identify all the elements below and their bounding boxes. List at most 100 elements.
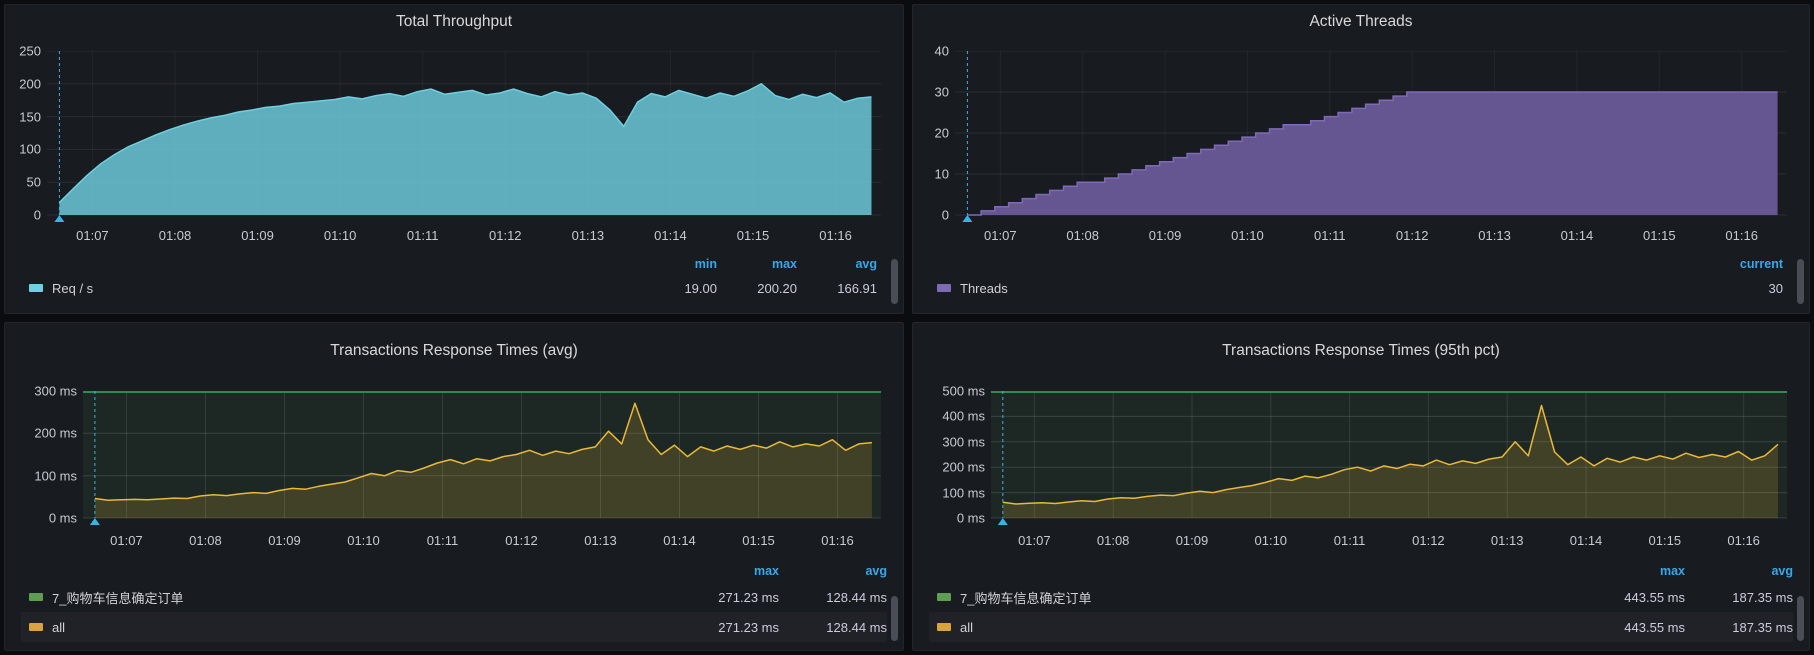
x-tick-label: 01:08 bbox=[158, 228, 192, 243]
x-tick-label: 01:14 bbox=[663, 533, 696, 548]
x-tick-label: 01:12 bbox=[505, 533, 538, 548]
legend-header-row: current bbox=[929, 253, 1783, 275]
legend-row-req-s: Req / s 19.00 200.20 166.91 bbox=[21, 275, 877, 301]
panel-response-times-95th: Transactions Response Times (95th pct) 5… bbox=[912, 322, 1810, 651]
stat-avg-value: 128.44 ms bbox=[826, 619, 887, 635]
legend-series-label: 7_购物车信息确定订单 bbox=[52, 590, 184, 606]
stat-avg-value: 187.35 ms bbox=[1732, 619, 1793, 635]
y-tick-label: 200 ms bbox=[942, 459, 985, 475]
legend-row-threads: Threads 30 bbox=[929, 275, 1783, 301]
legend-scrollbar-thumb[interactable] bbox=[891, 596, 898, 641]
y-tick-label: 300 ms bbox=[34, 383, 77, 399]
x-tick-label: 01:15 bbox=[1648, 533, 1682, 548]
y-tick-label: 0 ms bbox=[48, 510, 77, 526]
panel-title-response-times-avg[interactable]: Transactions Response Times (avg) bbox=[330, 342, 578, 359]
y-tick-label: 0 ms bbox=[956, 510, 985, 526]
panel-title-active-threads[interactable]: Active Threads bbox=[1309, 13, 1413, 30]
legend-series-threads[interactable]: Threads bbox=[929, 281, 1703, 296]
y-tick-label: 20 bbox=[934, 125, 949, 141]
resp-95th-chart-area: 500 ms 400 ms 300 ms 200 ms 100 ms 0 ms bbox=[913, 384, 1809, 526]
legend-header-row: max avg bbox=[929, 560, 1793, 582]
panel-active-threads: Active Threads 40 30 20 10 0 01:07 01:08 01:09… bbox=[912, 4, 1810, 314]
y-tick-label: 500 ms bbox=[942, 383, 985, 399]
panel-total-throughput: Total Throughput 250 200 150 100 50 0 01:07 01… bbox=[4, 4, 904, 314]
chart-svg bbox=[955, 51, 1787, 222]
series-color-dash-icon bbox=[937, 593, 951, 601]
chart-svg bbox=[47, 51, 881, 222]
x-tick-label: 01:08 bbox=[189, 533, 222, 548]
legend-row-transaction: 7_购物车信息确定订单 443.55 ms 187.35 ms bbox=[929, 582, 1793, 612]
x-tick-label: 01:16 bbox=[1725, 228, 1758, 243]
x-tick-label: 01:09 bbox=[268, 533, 301, 548]
stat-max-value: 200.20 bbox=[757, 280, 797, 296]
y-tick-label: 0 bbox=[33, 207, 41, 223]
stat-min-value: 19.00 bbox=[684, 280, 717, 296]
legend-header-row: max avg bbox=[21, 560, 887, 582]
x-tick-label: 01:15 bbox=[736, 228, 770, 243]
legend-series-label: all bbox=[960, 619, 974, 635]
x-tick-label: 01:15 bbox=[1643, 228, 1676, 243]
x-tick-label: 01:07 bbox=[110, 533, 143, 548]
x-tick-label: 01:14 bbox=[1569, 533, 1603, 548]
throughput-chart-area: 250 200 150 100 50 0 bbox=[5, 44, 903, 223]
threads-plot[interactable] bbox=[955, 51, 1787, 223]
y-tick-label: 400 ms bbox=[942, 408, 985, 424]
legend-header-current[interactable]: current bbox=[1739, 257, 1783, 271]
throughput-legend: min max avg Req / s 19.00 200.20 166.91 bbox=[5, 253, 903, 301]
y-tick-label: 0 bbox=[941, 207, 949, 223]
legend-series-all[interactable]: all bbox=[21, 620, 671, 635]
legend-series-transaction[interactable]: 7_购物车信息确定订单 bbox=[21, 588, 671, 607]
legend-header-avg[interactable]: avg bbox=[1771, 564, 1793, 578]
x-tick-label: 01:07 bbox=[76, 228, 109, 243]
y-tick-label: 40 bbox=[934, 43, 949, 59]
x-tick-label: 01:08 bbox=[1096, 533, 1130, 548]
panel-response-times-avg: Transactions Response Times (avg) 300 ms… bbox=[4, 322, 904, 651]
legend-scrollbar-thumb[interactable] bbox=[1797, 259, 1804, 304]
threads-chart-area: 40 30 20 10 0 bbox=[913, 44, 1809, 223]
resp-avg-chart-area: 300 ms 200 ms 100 ms 0 ms bbox=[5, 384, 903, 526]
legend-series-transaction[interactable]: 7_购物车信息确定订单 bbox=[929, 588, 1577, 607]
legend-header-max[interactable]: max bbox=[771, 257, 797, 271]
stat-max-value: 271.23 ms bbox=[718, 619, 779, 635]
y-tick-label: 100 bbox=[19, 141, 41, 157]
x-tick-label: 01:11 bbox=[426, 533, 459, 548]
y-tick-label: 10 bbox=[934, 166, 949, 182]
chart-svg bbox=[83, 391, 881, 525]
legend-header-avg[interactable]: avg bbox=[865, 564, 887, 578]
stat-avg-value: 166.91 bbox=[837, 280, 877, 296]
legend-scrollbar-thumb[interactable] bbox=[891, 259, 898, 304]
y-tick-label: 200 bbox=[19, 76, 41, 92]
throughput-plot[interactable] bbox=[47, 51, 881, 223]
x-axis-throughput: 01:07 01:08 01:09 01:10 01:11 01:12 01:13 01:14… bbox=[47, 225, 881, 247]
x-tick-label: 01:07 bbox=[1018, 533, 1051, 548]
legend-series-all[interactable]: all bbox=[929, 620, 1577, 635]
legend-header-max[interactable]: max bbox=[1659, 564, 1685, 578]
y-axis-resp-avg: 300 ms 200 ms 100 ms 0 ms bbox=[9, 384, 77, 526]
x-tick-label: 01:11 bbox=[406, 228, 439, 243]
x-tick-label: 01:08 bbox=[1066, 228, 1099, 243]
stat-max-value: 443.55 ms bbox=[1624, 589, 1685, 605]
legend-scrollbar-thumb[interactable] bbox=[1797, 596, 1804, 641]
legend-row-transaction: 7_购物车信息确定订单 271.23 ms 128.44 ms bbox=[21, 582, 887, 612]
x-tick-label: 01:13 bbox=[1490, 533, 1524, 548]
x-tick-label: 01:13 bbox=[571, 228, 605, 243]
x-axis-resp-avg: 01:07 01:08 01:09 01:10 01:11 01:12 01:13 01:14… bbox=[83, 530, 881, 552]
y-axis-throughput: 250 200 150 100 50 0 bbox=[9, 44, 41, 223]
legend-series-req-s[interactable]: Req / s bbox=[21, 281, 637, 296]
panel-title-total-throughput[interactable]: Total Throughput bbox=[395, 13, 513, 30]
stat-current-value: 30 bbox=[1768, 280, 1783, 296]
resp-avg-legend: max avg 7_购物车信息确定订单 271.23 ms 128.44 ms … bbox=[5, 560, 903, 642]
legend-header-max[interactable]: max bbox=[753, 564, 779, 578]
y-tick-label: 30 bbox=[934, 84, 949, 100]
resp-95th-plot[interactable] bbox=[991, 391, 1787, 526]
series-color-dash-icon bbox=[937, 623, 951, 631]
legend-series-label: 7_购物车信息确定订单 bbox=[960, 590, 1092, 606]
legend-header-avg[interactable]: avg bbox=[855, 257, 877, 271]
series-color-dash-icon bbox=[937, 284, 951, 292]
legend-header-min[interactable]: min bbox=[694, 257, 717, 271]
panel-title-response-times-95th[interactable]: Transactions Response Times (95th pct) bbox=[1222, 342, 1500, 359]
resp-avg-plot[interactable] bbox=[83, 391, 881, 526]
x-tick-label: 01:16 bbox=[1727, 533, 1760, 548]
x-tick-label: 01:14 bbox=[654, 228, 687, 243]
